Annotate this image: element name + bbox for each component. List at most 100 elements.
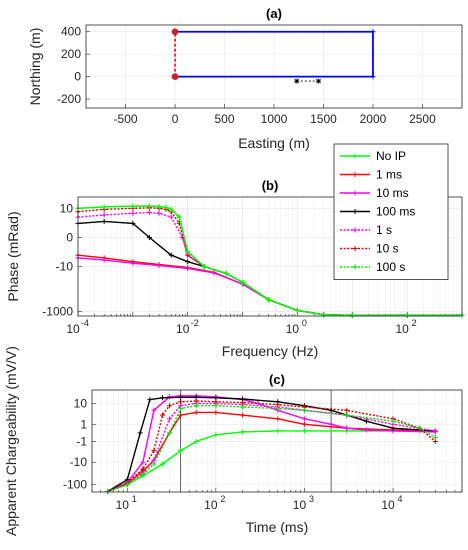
series-marker-2-5-4 xyxy=(160,412,166,418)
series-marker-2-5-2 xyxy=(140,466,146,472)
series-marker-1-6-9 xyxy=(201,264,207,270)
series-line-1-6 xyxy=(77,205,462,317)
axes-frame-2 xyxy=(91,389,463,493)
series-marker-2-3-13 xyxy=(363,418,369,424)
series-marker-2-6-14 xyxy=(432,435,438,441)
x-tick-label-0-3: 1000 xyxy=(261,112,288,126)
y-tick-label-2-3: -10 xyxy=(70,455,88,469)
x-axis-label-2: Time (ms) xyxy=(246,519,308,535)
x-tick-exp-2-1: 2 xyxy=(220,494,225,504)
series-marker-1-3-1 xyxy=(101,212,107,218)
legend-label-2: 10 ms xyxy=(376,186,409,200)
series-marker-2-6-5 xyxy=(178,406,184,412)
legend: No IP 1 ms 10 ms 100 ms 1 s 10 s 100 s xyxy=(333,143,449,280)
legend-label-1: 1 ms xyxy=(376,168,402,182)
x-axis-label-1: Frequency (Hz) xyxy=(222,343,318,359)
series-marker-1-6-1 xyxy=(101,204,107,210)
x-tick-label-0-6: 2500 xyxy=(409,112,436,126)
x-axis-label-0: Easting (m) xyxy=(238,135,310,151)
x-tick-label-2-1: 10 xyxy=(204,498,218,512)
series-marker-1-6-13 xyxy=(294,307,300,313)
series-marker-1-1-3 xyxy=(156,263,162,269)
series-marker-2-6-6 xyxy=(193,403,199,409)
y-tick-label-2-4: -100 xyxy=(63,478,87,492)
legend-marker-0 xyxy=(352,153,358,159)
series-marker-2-6-13 xyxy=(417,425,423,431)
series-marker-2-4-4 xyxy=(167,416,173,422)
series-marker-1-6-3 xyxy=(146,203,152,209)
series-marker-2-3-4 xyxy=(160,395,166,401)
series-marker-1-2-1 xyxy=(101,218,107,224)
series-marker-2-6-9 xyxy=(275,406,281,412)
loop-vertex-2 xyxy=(370,74,376,80)
series-marker-2-0-7 xyxy=(240,429,246,435)
y-tick-label-0-2: 200 xyxy=(61,47,81,61)
series-line-2-4 xyxy=(107,402,436,493)
series-marker-2-2-2 xyxy=(140,459,146,465)
panel-title-0: (a) xyxy=(266,6,282,21)
y-tick-label-0-0: -200 xyxy=(57,92,81,106)
legend-label-0: No IP xyxy=(376,149,406,163)
axes-frame-1 xyxy=(77,196,463,317)
y-tick-label-1-3: -1000 xyxy=(42,304,73,318)
series-marker-2-0-9 xyxy=(301,428,307,434)
legend-marker-2 xyxy=(352,190,358,196)
series-marker-1-3-5 xyxy=(168,214,174,220)
series-marker-2-1-6 xyxy=(193,409,199,415)
series-marker-2-5-12 xyxy=(344,407,350,413)
y-tick-label-1-1: 0 xyxy=(66,230,73,244)
series-marker-2-3-2 xyxy=(137,430,143,436)
receiver-marker-1 xyxy=(316,78,322,84)
x-tick-label-0-1: 0 xyxy=(172,112,179,126)
series-marker-2-6-0 xyxy=(105,489,111,495)
legend-marker-3 xyxy=(352,209,358,214)
series-marker-2-1-7 xyxy=(213,409,219,415)
series-line-2-3 xyxy=(107,396,436,493)
series-marker-2-0-4 xyxy=(178,448,184,454)
y-axis-label-1: Phase (mRad) xyxy=(5,211,21,301)
series-marker-1-1-2 xyxy=(130,260,136,266)
x-tick-label-1-2: 10 xyxy=(286,322,300,336)
axes-frame-0 xyxy=(85,24,463,109)
series-marker-1-3-2 xyxy=(130,210,136,216)
series-marker-2-4-13 xyxy=(432,428,438,434)
y-tick-label-2-1: 1 xyxy=(80,417,87,431)
series-marker-2-1-10 xyxy=(301,421,307,427)
y-tick-label-1-0: 10 xyxy=(60,201,74,215)
series-marker-2-6-1 xyxy=(124,481,130,487)
series-marker-2-1-5 xyxy=(178,412,184,418)
x-tick-label-1-1: 10 xyxy=(176,322,190,336)
x-tick-exp-1-1: -2 xyxy=(191,318,199,328)
series-marker-2-5-7 xyxy=(193,398,199,404)
series-marker-1-2-2 xyxy=(130,220,136,226)
series-marker-2-5-3 xyxy=(151,448,157,454)
x-tick-label-0-0: -500 xyxy=(114,112,138,126)
y-tick-label-0-3: 400 xyxy=(61,25,81,39)
loop-line xyxy=(175,30,374,78)
x-tick-label-2-0: 10 xyxy=(116,498,130,512)
x-tick-label-0-4: 1500 xyxy=(310,112,337,126)
series-marker-2-0-8 xyxy=(275,428,281,434)
series-marker-2-0-6 xyxy=(213,432,219,438)
legend-label-3: 100 ms xyxy=(376,205,415,219)
x-tick-label-2-3: 10 xyxy=(381,498,395,512)
x-tick-exp-2-2: 3 xyxy=(309,494,314,504)
x-tick-label-0-2: 500 xyxy=(215,112,235,126)
series-marker-1-6-15 xyxy=(349,312,355,318)
series-marker-1-6-4 xyxy=(156,204,162,210)
series-marker-2-6-4 xyxy=(167,430,173,436)
series-marker-1-6-5 xyxy=(163,204,169,210)
series-marker-1-2-3 xyxy=(146,234,152,240)
y-tick-label-2-2: -1 xyxy=(76,435,87,449)
x-tick-exp-1-0: -4 xyxy=(81,318,89,328)
series-marker-2-2-14 xyxy=(363,427,369,433)
series-marker-2-6-11 xyxy=(344,412,350,418)
series-marker-1-1-4 xyxy=(185,265,191,271)
x-tick-exp-2-3: 4 xyxy=(398,494,403,504)
series-marker-2-5-6 xyxy=(178,399,184,405)
series-marker-2-0-5 xyxy=(193,439,199,445)
series-marker-2-6-12 xyxy=(390,418,396,424)
y-tick-label-0-1: 0 xyxy=(74,70,81,84)
